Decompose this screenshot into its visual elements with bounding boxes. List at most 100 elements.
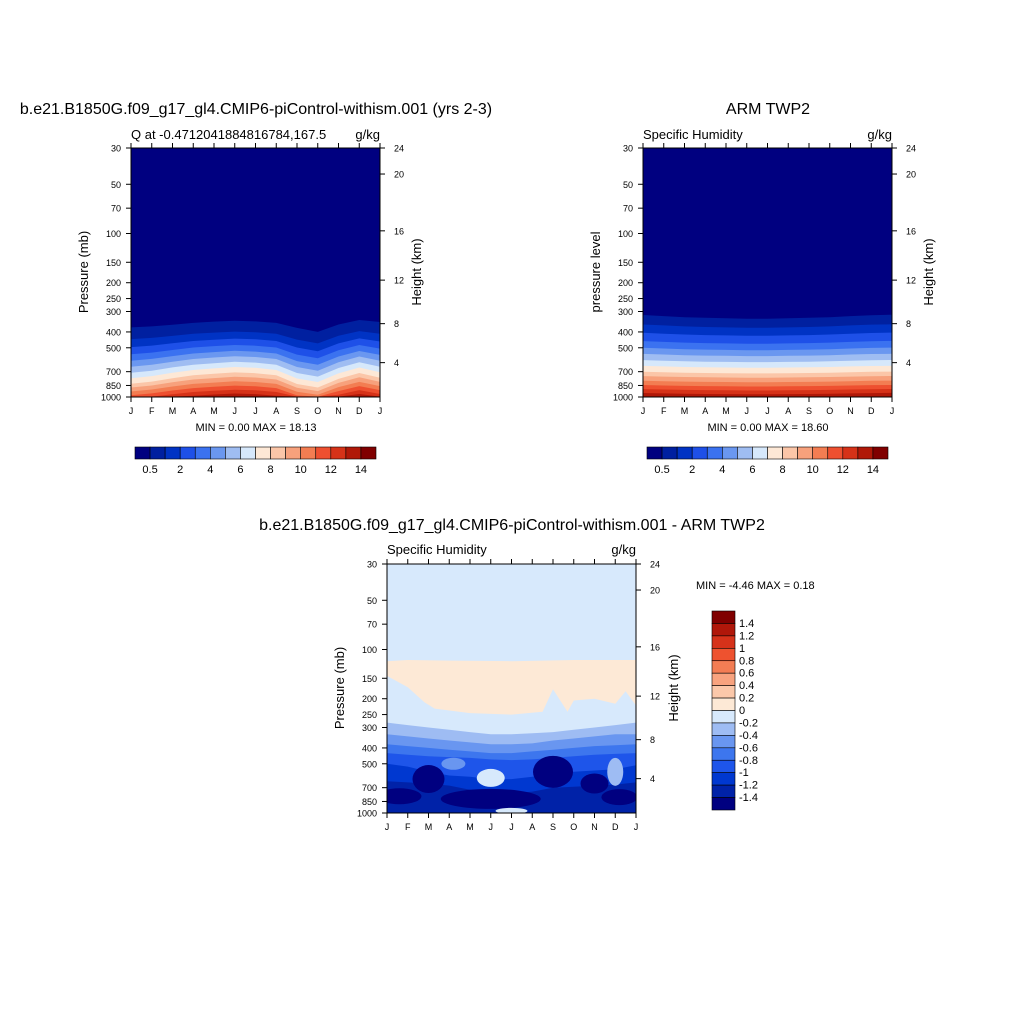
x-tick-label: J [129,406,134,416]
minimum-blob [533,755,573,788]
colorbar-label: 8 [780,464,786,476]
y-tick-label: 200 [106,278,121,288]
colorbar-swatch [300,446,317,460]
colorbar-swatch [164,446,181,460]
y-tick-label: 400 [362,743,377,753]
x-tick-label: J [890,406,895,416]
y2-tick-label: 12 [650,692,660,702]
panel-diff-stats: MIN = -4.46 MAX = 0.18 [696,580,815,592]
colorbar-swatch [711,660,736,674]
panel-model-title: b.e21.B1850G.f09_g17_gl4.CMIP6-piControl… [20,101,492,118]
pocket [607,757,624,786]
colorbar-swatch [330,446,347,460]
y-tick-label: 700 [362,783,377,793]
colorbar-swatch [706,446,723,460]
x-tick-label: D [612,822,619,832]
colorbar-label: 8 [268,464,274,476]
panel-diff-axes: J F M A M J J A S O N D J 30 50 70 100 150 200 250 300 400 500… [357,559,660,832]
colorbar-swatch [711,697,736,711]
colorbar-label: 0.5 [654,464,669,476]
panel-diff-right-label: g/kg [611,542,636,557]
x-tick-label: J [385,822,390,832]
x-tick-label: A [446,822,452,832]
x-tick-label: M [169,406,177,416]
minimum-blob [412,765,445,794]
colorbar-swatch [711,648,736,662]
minimum-blob [387,788,422,805]
x-tick-label: J [745,406,750,416]
x-tick-label: M [681,406,689,416]
panel-diff: b.e21.B1850G.f09_g17_gl4.CMIP6-piControl… [259,517,814,832]
positive-band [387,660,636,715]
colorbar-swatch [737,446,753,460]
y-tick-label: 100 [362,645,377,655]
y-tick-label: 500 [362,759,377,769]
colorbar-swatch [842,446,859,460]
y-tick-label: 100 [618,229,633,239]
colorbar-swatch [240,446,256,460]
minimum-blob [440,788,541,809]
x-tick-label: N [591,822,598,832]
x-tick-label: S [294,406,300,416]
panel-diff-ylabel: Pressure (mb) [332,647,347,729]
colorbar-label: 1.2 [739,630,754,642]
x-tick-label: D [356,406,363,416]
colorbar-label: 0.8 [739,655,754,667]
panel-model: b.e21.B1850G.f09_g17_gl4.CMIP6-piControl… [20,101,492,476]
panel-model-ylabel: Pressure (mb) [76,231,91,313]
colorbar-swatch [711,772,736,786]
colorbar-label: -1.4 [739,792,758,804]
y-tick-label: 400 [106,327,121,337]
y2-tick-label: 12 [394,276,404,286]
x-tick-label: A [702,406,708,416]
x-tick-label: J [378,406,383,416]
y2-tick-label: 20 [906,170,916,180]
y-tick-label: 1000 [357,809,377,819]
x-tick-label: M [466,822,474,832]
x-tick-label: O [826,406,833,416]
x-tick-label: J [489,822,494,832]
y2-tick-label: 16 [394,226,404,236]
x-tick-label: J [765,406,770,416]
y2-tick-label: 4 [650,774,655,784]
y2-tick-label: 24 [906,144,916,154]
contour-band [131,389,380,397]
panel-model-contours [131,320,380,397]
y-tick-label: 300 [362,723,377,733]
panel-model-y2label: Height (km) [409,238,424,305]
x-tick-label: J [253,406,258,416]
colorbar-swatch [711,685,736,699]
panel-obs-title: ARM TWP2 [726,101,810,118]
x-tick-label: O [570,822,577,832]
colorbar-swatch [711,610,736,624]
colorbar-label: 2 [689,464,695,476]
y-tick-label: 400 [618,327,633,337]
pocket [441,757,466,770]
y2-tick-label: 20 [394,170,404,180]
colorbar-label: 2 [177,464,183,476]
pocket [476,768,505,787]
x-tick-label: N [335,406,342,416]
x-tick-label: J [634,822,639,832]
colorbar-swatch [782,446,798,460]
colorbar-label: 12 [837,464,849,476]
colorbar-label: -0.2 [739,717,758,729]
panel-obs-contours [643,314,892,397]
colorbar-label: 0.2 [739,693,754,705]
colorbar-label: 12 [325,464,337,476]
colorbar-swatch [179,446,196,460]
y-tick-label: 700 [106,367,121,377]
colorbar-label: 10 [295,464,307,476]
y-tick-label: 250 [106,294,121,304]
y-tick-label: 100 [106,229,121,239]
colorbar-swatch [345,446,362,460]
colorbar-swatch [149,446,166,460]
colorbar-label: 0.5 [142,464,157,476]
colorbar-swatch [872,446,889,460]
colorbar-swatch [711,759,736,773]
pocket [495,807,528,813]
y-tick-label: 70 [623,204,633,214]
y2-tick-label: 16 [650,642,660,652]
panel-obs-ylabel: pressure level [588,231,603,312]
colorbar-swatch [134,446,151,460]
